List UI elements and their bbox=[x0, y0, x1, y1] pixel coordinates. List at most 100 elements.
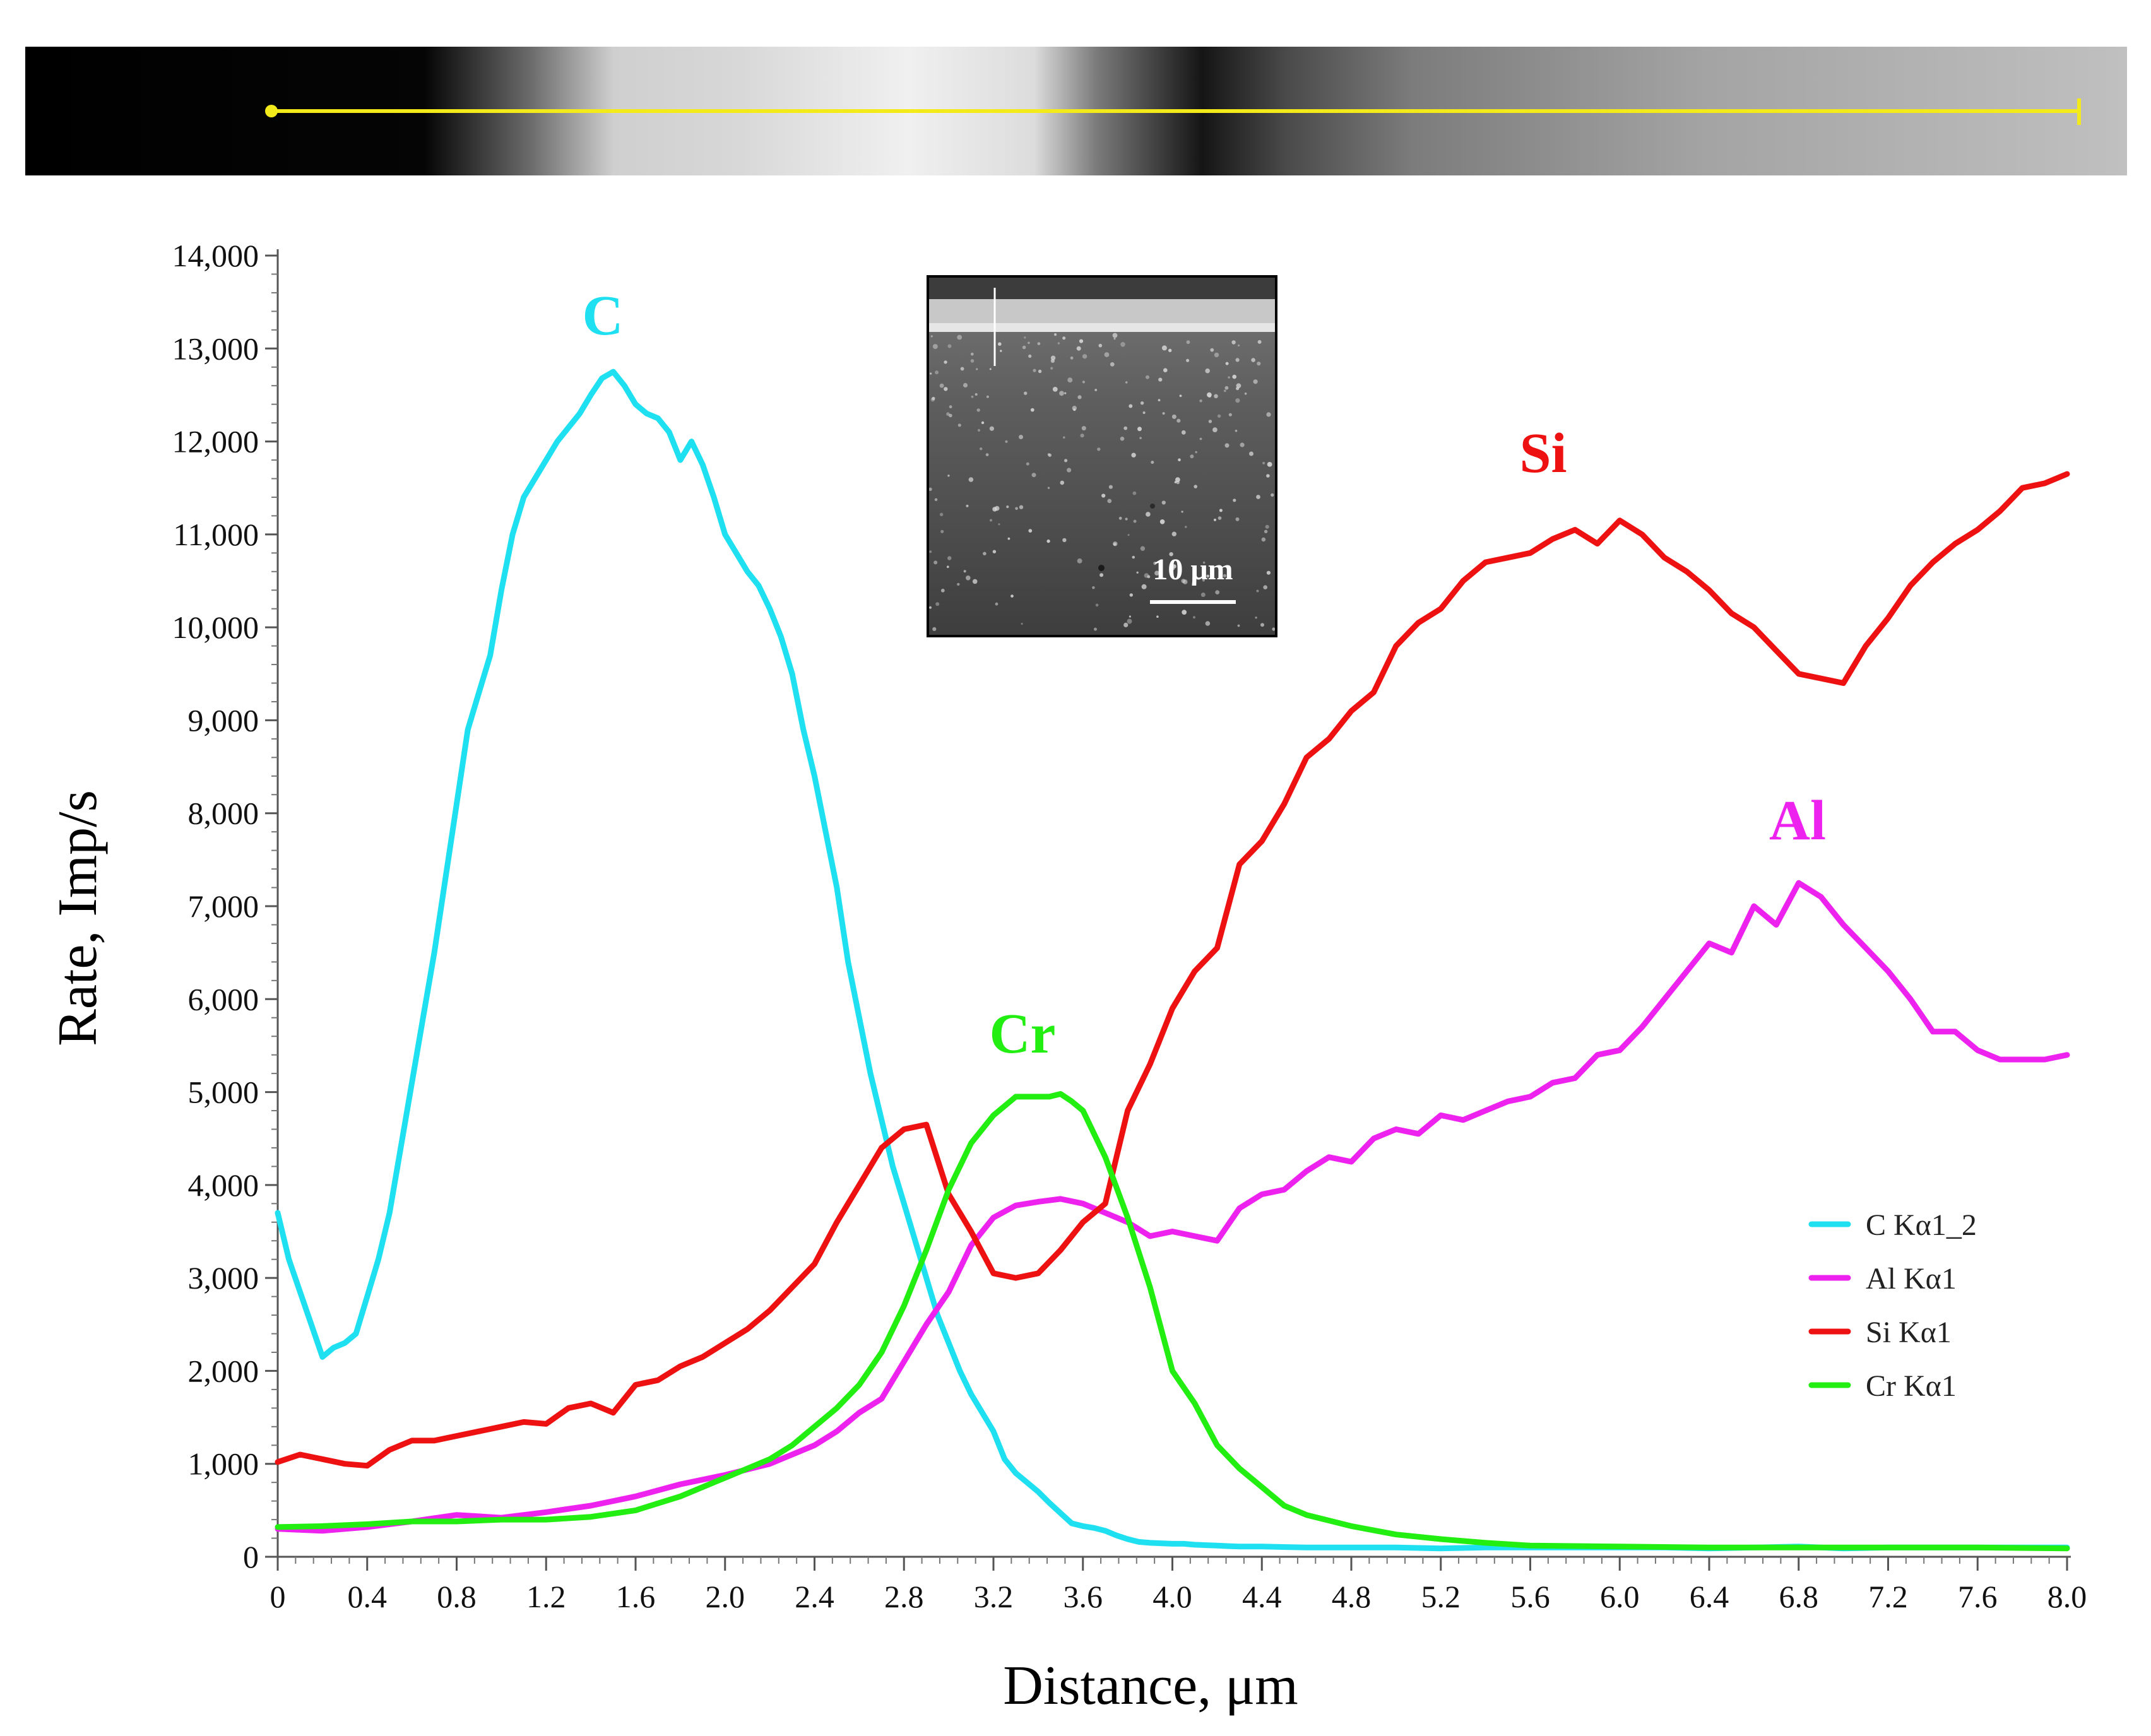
legend-label-al: Al Kα1 bbox=[1866, 1262, 1957, 1296]
particle bbox=[1228, 376, 1230, 379]
particle bbox=[1125, 381, 1128, 384]
x-tick-label: 6.8 bbox=[1779, 1579, 1819, 1614]
particle bbox=[1271, 493, 1274, 497]
particle bbox=[985, 453, 989, 456]
particle bbox=[1210, 348, 1214, 352]
particle bbox=[1199, 437, 1202, 440]
particle bbox=[1205, 621, 1211, 626]
particle bbox=[1064, 459, 1068, 463]
particle bbox=[977, 428, 981, 432]
particle bbox=[1006, 505, 1009, 509]
particle bbox=[939, 512, 944, 516]
particle bbox=[946, 565, 949, 569]
particle bbox=[1266, 474, 1270, 478]
particle bbox=[1161, 500, 1166, 505]
x-tick-label: 2.8 bbox=[884, 1579, 924, 1614]
y-tick-label: 7,000 bbox=[188, 889, 259, 924]
particle bbox=[1081, 426, 1086, 431]
particle bbox=[944, 387, 948, 391]
particle bbox=[930, 335, 933, 338]
particle bbox=[929, 550, 932, 553]
particle bbox=[1120, 436, 1125, 441]
particle bbox=[1224, 386, 1229, 390]
particle bbox=[1261, 537, 1266, 542]
particle bbox=[1154, 570, 1159, 576]
particle bbox=[1214, 394, 1218, 399]
particle bbox=[1024, 336, 1026, 339]
particle bbox=[1062, 538, 1067, 543]
legend-label-c: C Kα1_2 bbox=[1866, 1208, 1977, 1242]
particle bbox=[1223, 574, 1227, 577]
particle bbox=[972, 579, 978, 584]
particle bbox=[957, 334, 963, 340]
y-tick-label: 8,000 bbox=[188, 796, 259, 831]
particle bbox=[1235, 517, 1240, 521]
particle bbox=[1019, 505, 1024, 509]
y-tick-label: 3,000 bbox=[188, 1260, 259, 1296]
particle bbox=[1171, 531, 1177, 536]
particle bbox=[1077, 558, 1082, 564]
series-line-al bbox=[275, 880, 2070, 1534]
particle bbox=[932, 396, 935, 401]
x-tick-label: 8.0 bbox=[2047, 1579, 2087, 1614]
particle bbox=[1141, 584, 1147, 589]
particle bbox=[1169, 552, 1173, 557]
particle bbox=[1256, 495, 1260, 499]
particle bbox=[1240, 442, 1245, 447]
particle bbox=[1266, 570, 1271, 575]
particle bbox=[1146, 512, 1151, 517]
particle bbox=[1263, 585, 1267, 589]
particle bbox=[1129, 615, 1131, 618]
particle bbox=[1219, 509, 1223, 512]
particle bbox=[1163, 368, 1168, 372]
particle bbox=[1181, 430, 1186, 435]
particle bbox=[998, 523, 1000, 526]
particle bbox=[929, 606, 932, 609]
x-tick-label: 5.6 bbox=[1510, 1579, 1550, 1614]
particle bbox=[1136, 571, 1139, 574]
y-tick-label: 11,000 bbox=[173, 517, 259, 552]
particle bbox=[1062, 336, 1066, 340]
particle bbox=[1092, 586, 1095, 589]
x-tick-label: 4.4 bbox=[1242, 1579, 1282, 1614]
particle bbox=[1217, 414, 1221, 418]
particle bbox=[1022, 345, 1026, 350]
x-axis-ticks: 0 0.4 0.8 1.2 1.6 2.0 2.4 2.8 3.2 3.6 4.0 4.4 4.8 5.2… bbox=[270, 1557, 2087, 1614]
particle bbox=[1129, 404, 1133, 408]
y-axis-ticks: 0 1,000 2,000 3,000 4,000 5,000 6,000 7,000 8,00… bbox=[172, 238, 278, 1574]
legend-item-cr: Cr Kα1 bbox=[1808, 1369, 1957, 1403]
particle bbox=[1179, 394, 1182, 398]
x-tick-label: 1.6 bbox=[616, 1579, 656, 1614]
particle bbox=[1235, 358, 1240, 362]
particle bbox=[1052, 387, 1058, 392]
particle bbox=[929, 487, 932, 491]
series-label-c: C bbox=[583, 285, 624, 347]
particle bbox=[1059, 391, 1064, 396]
particle bbox=[1257, 340, 1262, 344]
particle bbox=[1224, 443, 1230, 448]
particle bbox=[1182, 610, 1187, 615]
particle bbox=[1113, 338, 1116, 340]
particle bbox=[1097, 447, 1101, 451]
particle bbox=[1101, 493, 1106, 498]
y-tick-label: 12,000 bbox=[172, 424, 259, 459]
particle bbox=[1033, 369, 1036, 372]
particle bbox=[1098, 343, 1103, 348]
particle bbox=[1249, 451, 1253, 456]
particle bbox=[1168, 348, 1172, 352]
x-tick-label: 4.8 bbox=[1332, 1579, 1372, 1614]
y-tick-label: 6,000 bbox=[188, 981, 259, 1017]
particle bbox=[1082, 354, 1087, 359]
particle bbox=[976, 368, 978, 370]
inset-particles bbox=[929, 333, 1275, 632]
particle bbox=[970, 352, 974, 356]
scale-bar-label: 10 μm bbox=[1153, 553, 1233, 586]
particle bbox=[1205, 368, 1210, 374]
legend-label-cr: Cr Kα1 bbox=[1866, 1369, 1957, 1403]
particle bbox=[1207, 392, 1212, 398]
particle bbox=[1233, 499, 1236, 502]
particle bbox=[1147, 575, 1151, 579]
legend-item-c: C Kα1_2 bbox=[1808, 1208, 1977, 1242]
particle bbox=[1176, 418, 1181, 423]
particle bbox=[1171, 414, 1176, 419]
